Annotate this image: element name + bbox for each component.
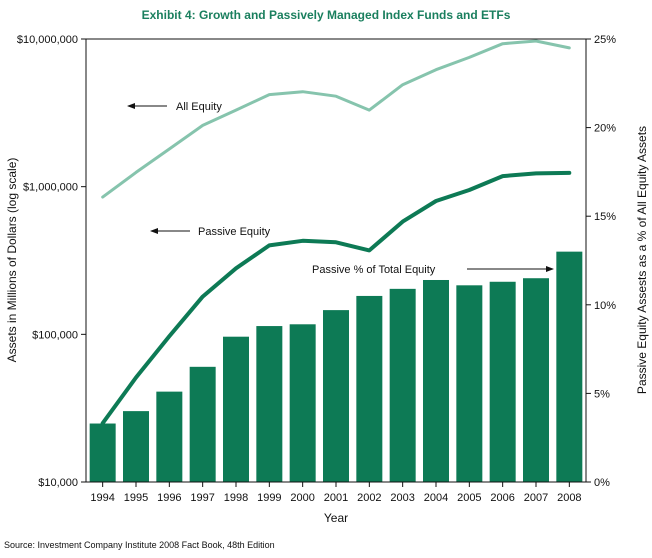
bar-2005	[456, 285, 483, 482]
bar-2007	[523, 278, 549, 482]
right-tick-label: 15%	[594, 211, 616, 223]
chart-title: Exhibit 4: Growth and Passively Managed …	[142, 8, 511, 22]
x-tick-label: 1999	[257, 492, 281, 504]
line-series	[100, 39, 572, 426]
x-tick-label: 2005	[457, 492, 481, 504]
left-tick-label: $1,000,000	[23, 182, 78, 194]
left-tick-label: $10,000,000	[17, 34, 78, 46]
left-tick-label: $10,000	[38, 477, 78, 489]
x-tick-label: 2000	[290, 492, 314, 504]
right-tick-label: 0%	[594, 477, 610, 489]
x-axis-label: Year	[324, 511, 348, 525]
line-all-equity	[101, 39, 571, 199]
x-tick-label: 2002	[357, 492, 381, 504]
right-tick-label: 5%	[594, 388, 610, 400]
left-axis-label: Assets in Millions of Dollars (log scale…	[5, 158, 19, 363]
bar-2000	[289, 324, 316, 482]
x-tick-label: 1996	[157, 492, 181, 504]
x-axis-ticks: 1994 1995 1996 1997 1998 1999 2000 2001 2002 2003…	[90, 482, 582, 504]
source-note: Source: Investment Company Institute 200…	[4, 540, 275, 550]
x-tick-label: 1998	[224, 492, 248, 504]
annotation-passive-pct-label: Passive % of Total Equity	[312, 264, 436, 276]
annotation-passive-equity-label: Passive Equity	[198, 226, 271, 238]
bar-1995	[123, 411, 149, 482]
left-axis-ticks: $10,000 $100,000 $1,000,000 $10,000,000	[17, 34, 86, 489]
right-tick-label: 25%	[594, 34, 616, 46]
bar-2004	[423, 279, 449, 482]
x-tick-label: 2008	[557, 492, 581, 504]
bar-1998	[223, 336, 249, 482]
bar-2006	[489, 281, 516, 482]
x-tick-label: 1997	[190, 492, 214, 504]
x-tick-label: 2003	[390, 492, 414, 504]
right-axis-ticks: 0% 5% 10% 15% 20% 25%	[586, 34, 616, 489]
bar-1997	[189, 366, 216, 482]
right-axis-label: Passive Equity Assests as a % of All Equ…	[635, 126, 649, 394]
bar-2008	[556, 251, 583, 482]
x-tick-label: 2004	[424, 492, 448, 504]
right-tick-label: 10%	[594, 300, 616, 312]
x-tick-label: 2007	[524, 492, 548, 504]
annotation-passive-pct: Passive % of Total Equity	[312, 264, 554, 276]
bar-1999	[256, 326, 283, 482]
annotation-all-equity: All Equity	[127, 101, 222, 113]
line-passive-equity	[100, 170, 572, 426]
left-tick-label: $100,000	[32, 329, 78, 341]
bar-series	[89, 251, 583, 482]
x-tick-label: 1995	[124, 492, 148, 504]
annotation-passive-equity: Passive Equity	[150, 226, 271, 238]
bar-2002	[356, 295, 383, 482]
annotation-all-equity-label: All Equity	[176, 101, 222, 113]
x-tick-label: 2001	[324, 492, 348, 504]
bar-2003	[389, 288, 416, 482]
bar-1994	[89, 423, 116, 482]
x-tick-label: 1994	[90, 492, 114, 504]
right-tick-label: 20%	[594, 123, 616, 135]
x-tick-label: 2006	[490, 492, 514, 504]
bar-1996	[156, 391, 183, 482]
bar-2001	[323, 310, 349, 482]
